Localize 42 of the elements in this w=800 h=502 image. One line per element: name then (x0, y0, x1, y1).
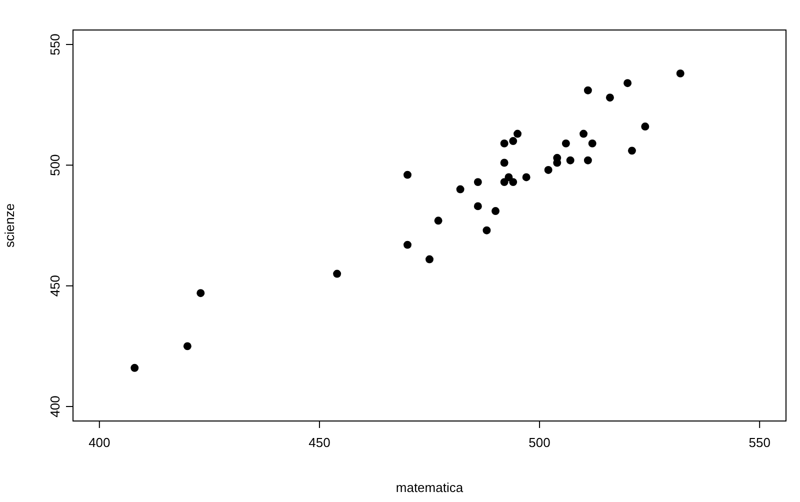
point (426, 255, 434, 264)
point (500, 178, 508, 186)
point (676, 69, 684, 78)
point (606, 94, 614, 102)
x-tick-label: 500 (528, 435, 550, 450)
point (641, 122, 650, 131)
point (566, 156, 574, 164)
y-tick-label: 400 (48, 396, 63, 418)
point (482, 226, 491, 234)
y-axis-title: scienze (2, 203, 17, 248)
y-tick-label: 550 (48, 34, 63, 56)
x-tick-label: 450 (308, 435, 330, 450)
y-tick-label: 450 (48, 274, 63, 297)
point (588, 139, 596, 148)
x-tick-label: 400 (88, 435, 110, 450)
point (183, 342, 192, 350)
point (404, 170, 412, 179)
point (434, 216, 442, 225)
point (474, 178, 482, 186)
point (584, 156, 592, 164)
point (456, 185, 464, 194)
point (130, 364, 139, 372)
point (509, 178, 518, 186)
point (474, 202, 482, 210)
point (509, 137, 518, 146)
y-tick-label: 500 (48, 154, 63, 176)
point (500, 158, 508, 167)
point (500, 139, 508, 148)
point (628, 146, 636, 155)
point (562, 139, 570, 148)
point (522, 173, 530, 182)
point (544, 166, 552, 174)
x-axis-title: matematica (396, 480, 464, 495)
point (514, 130, 522, 138)
point (333, 270, 342, 278)
point (624, 79, 632, 88)
point (580, 130, 588, 138)
point (404, 240, 412, 249)
x-tick-label: 550 (748, 435, 770, 450)
point (584, 86, 592, 94)
point (492, 207, 500, 215)
point (196, 289, 205, 298)
